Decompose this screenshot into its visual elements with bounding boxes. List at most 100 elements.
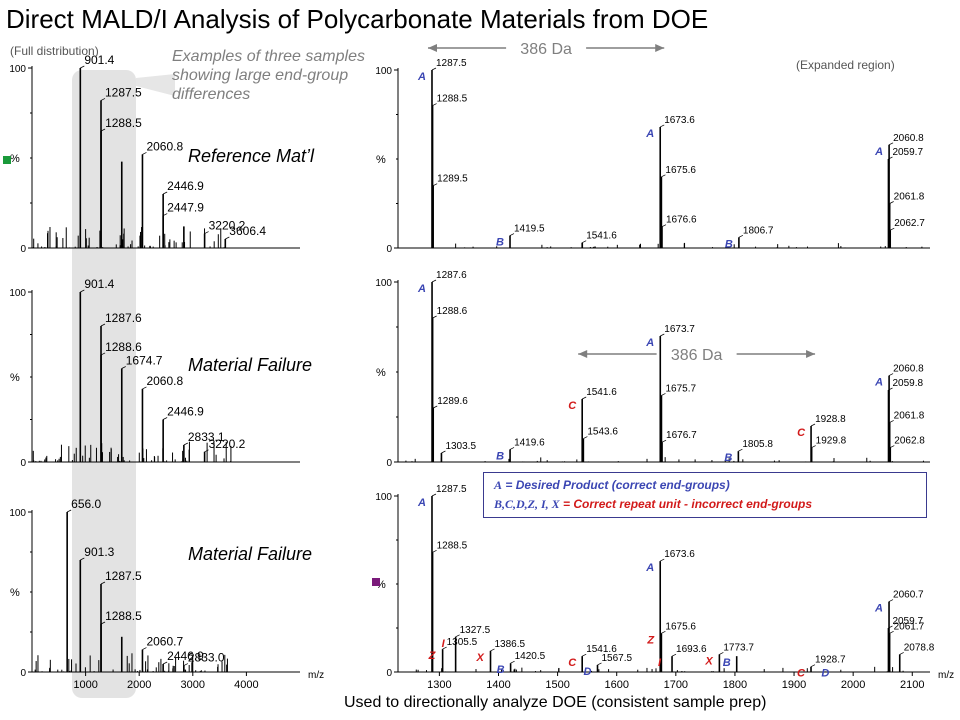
label-leader xyxy=(582,396,587,400)
peak-label: 2060.7 xyxy=(146,635,183,649)
peak-label: 1928.8 xyxy=(815,414,846,425)
end-group-letter: B xyxy=(725,238,733,250)
y-tick-label: 0 xyxy=(386,458,392,469)
peak-label: 2833.1 xyxy=(188,430,225,444)
peak-label: 1420.5 xyxy=(515,651,546,662)
label-leader xyxy=(67,509,72,513)
callout-note: Examples of three samples showing large … xyxy=(172,48,365,103)
callout-pointer xyxy=(136,74,175,96)
peak-label: 1673.7 xyxy=(664,324,695,335)
purple-marker xyxy=(372,578,380,586)
y-tick-label: 100 xyxy=(375,278,392,289)
label-leader xyxy=(100,621,106,625)
peak-label: 2059.7 xyxy=(892,616,923,627)
peak-label: 1928.7 xyxy=(815,655,846,666)
peak-label: 1287.5 xyxy=(436,484,467,495)
x-tick-label: 1000 xyxy=(73,679,97,691)
label-leader xyxy=(660,333,665,337)
caption: Used to directionally analyze DOE (consi… xyxy=(344,694,767,711)
peak-label: 1288.5 xyxy=(105,116,142,130)
label-leader xyxy=(100,323,106,327)
peak-label: 1287.6 xyxy=(436,270,467,281)
span-label: 386 Da xyxy=(671,347,723,364)
label-leader xyxy=(888,373,894,376)
peak-label: 1288.5 xyxy=(437,94,468,105)
label-leader xyxy=(661,439,667,443)
label-leader xyxy=(810,423,816,427)
end-group-letter: X xyxy=(704,655,713,667)
peak-label: 1305.5 xyxy=(447,637,478,648)
label-leader xyxy=(890,227,895,231)
end-group-letter: B xyxy=(497,664,505,676)
label-leader xyxy=(888,142,894,146)
end-group-letter: D xyxy=(584,666,592,678)
x-tick-label: 1500 xyxy=(545,679,569,691)
peak-label: 2062.7 xyxy=(894,218,925,229)
label-leader xyxy=(671,653,677,657)
label-leader xyxy=(204,449,209,453)
y-axis-label: % xyxy=(376,154,386,166)
label-leader xyxy=(889,630,894,634)
label-leader xyxy=(719,652,724,655)
peak-label: 1288.5 xyxy=(105,609,142,623)
peak-label: 2061.8 xyxy=(894,410,925,421)
label-leader xyxy=(432,103,437,106)
x-tick-label: 4000 xyxy=(234,679,258,691)
highlight-band xyxy=(72,70,136,698)
peak-label: 1676.7 xyxy=(666,430,697,441)
label-leader xyxy=(811,445,816,448)
label-leader xyxy=(204,231,209,234)
peak-label: 1327.5 xyxy=(460,625,491,636)
peak-label: 1675.6 xyxy=(665,165,696,176)
label-leader xyxy=(583,436,588,439)
end-group-letter: A xyxy=(417,283,426,295)
label-leader xyxy=(162,417,168,420)
peak-label: 2059.7 xyxy=(892,147,923,158)
peak-label: 1287.5 xyxy=(436,58,467,69)
label-leader xyxy=(80,289,85,293)
label-leader xyxy=(888,599,894,602)
label-leader xyxy=(442,646,447,650)
peak-label: 1419.5 xyxy=(514,224,545,235)
peak-label: 1287.6 xyxy=(105,311,142,325)
label-leader xyxy=(183,663,189,666)
label-leader xyxy=(142,152,147,155)
peak-label: 2060.8 xyxy=(893,364,924,375)
peak-label: 1541.6 xyxy=(586,231,617,242)
peak-label: 1386.5 xyxy=(495,639,526,650)
green-marker xyxy=(3,156,11,164)
y-tick-label: 100 xyxy=(9,288,26,299)
label-leader xyxy=(661,224,667,227)
end-group-letter: A xyxy=(417,71,426,83)
peak-label: 1289.5 xyxy=(437,174,468,185)
label-leader xyxy=(660,124,665,128)
end-group-letter: D xyxy=(821,668,829,680)
label-leader xyxy=(890,445,895,448)
peak-label: 2060.8 xyxy=(146,139,183,153)
peak-label: 656.0 xyxy=(71,497,101,511)
peak-label: 1303.5 xyxy=(445,441,476,452)
label-leader xyxy=(433,405,438,409)
label-leader xyxy=(433,183,438,187)
peak-label: 3220.2 xyxy=(209,219,246,233)
y-axis-label: % xyxy=(376,579,386,591)
label-leader xyxy=(100,581,106,585)
peak-label: 1675.7 xyxy=(665,383,696,394)
page-title: Direct MALD/I Analysis of Polycarbonate … xyxy=(6,4,709,34)
spectrum-expanded-1: 0 100% 1287.5 1288.5 1289.5 1419.5 1541.6 1673.… xyxy=(375,41,930,255)
legend-desired-product: A = Desired Product (correct end-groups) xyxy=(494,478,730,492)
peak-label: 1287.5 xyxy=(105,569,142,583)
x-tick-label: 1400 xyxy=(486,679,510,691)
peak-label: 2833.0 xyxy=(188,651,225,665)
label-leader xyxy=(889,201,894,204)
label-leader xyxy=(432,315,437,319)
label-leader xyxy=(582,240,587,243)
span-arrowhead-left xyxy=(578,350,588,358)
end-group-letter: A xyxy=(417,497,426,509)
label-leader xyxy=(162,191,168,195)
peak-label: 1288.5 xyxy=(437,540,468,551)
legend-incorrect-end-groups: B,C,D,Z, I, X = Correct repeat unit - in… xyxy=(494,497,813,511)
end-group-letter: Z xyxy=(428,650,437,662)
end-group-letter: I xyxy=(442,638,446,650)
